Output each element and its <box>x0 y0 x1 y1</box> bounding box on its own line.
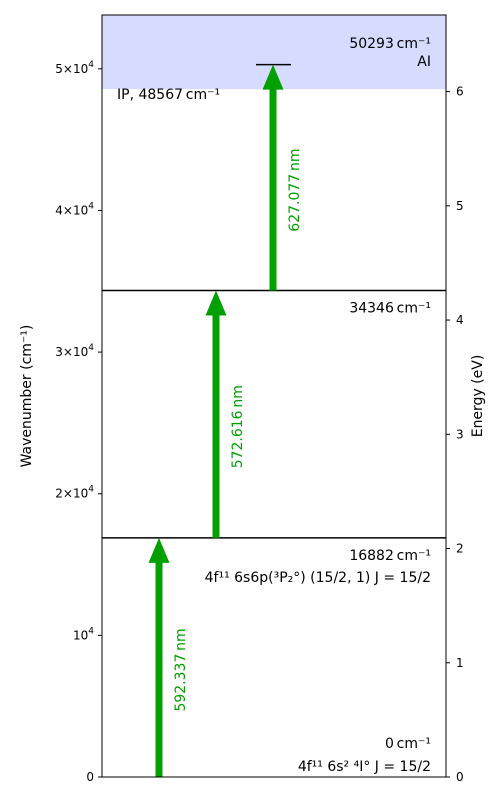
arrow-head <box>262 64 284 90</box>
level-energy-label: 0 cm⁻¹ <box>385 736 431 752</box>
transition-arrow-627nm <box>262 64 284 291</box>
arrow-shaft <box>155 561 163 777</box>
right-tick-label: 4 <box>456 313 464 327</box>
left-axis-title: Wavenumber (cm⁻¹) <box>19 325 35 468</box>
right-tick-label: 0 <box>456 770 464 784</box>
transition-wavelength-label: 627.077 nm <box>287 149 303 232</box>
ionization-potential-label: IP, 48567 cm⁻¹ <box>117 87 220 103</box>
right-tick-label: 5 <box>456 199 464 213</box>
transition-arrow-592nm <box>148 537 170 777</box>
left-tick-label: 2×104 <box>55 485 94 501</box>
right-tick-label: 2 <box>456 542 464 556</box>
left-tick-label: 104 <box>73 626 94 642</box>
right-tick-label: 6 <box>456 85 464 99</box>
level-config-label: 4f¹¹ 6s² ⁴I° J = 15/2 <box>298 759 431 775</box>
level-energy-label: 16882 cm⁻¹ <box>349 548 431 564</box>
right-tick-label: 1 <box>456 656 464 670</box>
level-config-label: AI <box>417 54 431 70</box>
right-axis-ticks: 0 1 2 3 4 5 6 <box>446 85 464 784</box>
left-tick-label: 3×104 <box>55 343 94 359</box>
arrow-shaft <box>212 314 220 538</box>
transition-wavelength-label: 572.616 nm <box>230 385 246 468</box>
arrow-head <box>148 537 170 563</box>
right-axis-title: Energy (eV) <box>470 355 486 438</box>
level-energy-label: 34346 cm⁻¹ <box>349 301 431 317</box>
arrow-head <box>205 290 227 316</box>
left-axis-ticks: 0 104 2×104 3×104 4×104 5×104 <box>55 60 102 784</box>
transition-arrow-572nm <box>205 290 227 538</box>
left-tick-label: 0 <box>86 770 94 784</box>
right-tick-label: 3 <box>456 427 464 441</box>
plot-frame <box>101 14 447 778</box>
level-config-label: 4f¹¹ 6s6p(³P₂°) (15/2, 1) J = 15/2 <box>205 570 431 586</box>
arrow-shaft <box>269 88 277 291</box>
left-tick-label: 4×104 <box>55 201 94 217</box>
transition-wavelength-label: 592.337 nm <box>173 628 189 711</box>
level-energy-label: 50293 cm⁻¹ <box>349 36 431 52</box>
left-tick-label: 5×104 <box>55 60 94 76</box>
